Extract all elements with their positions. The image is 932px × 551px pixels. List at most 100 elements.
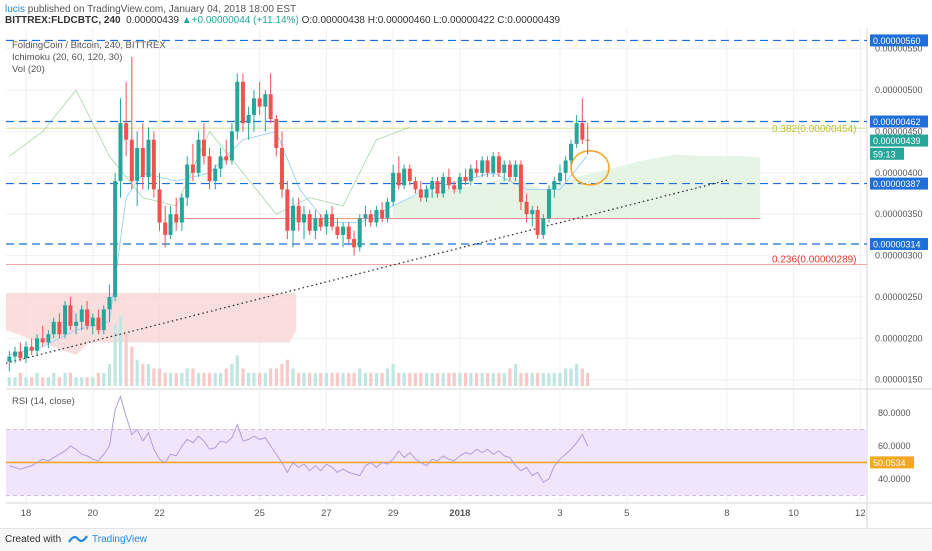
candle-body — [151, 139, 156, 190]
chart-header: lucis published on TradingView.com, Janu… — [0, 0, 932, 28]
candle-body — [452, 185, 457, 190]
volume-bar — [124, 333, 128, 386]
candle-body — [24, 346, 29, 359]
rsi-line — [9, 395, 589, 483]
volume-bar — [168, 372, 173, 386]
time-tick-label: 25 — [254, 508, 265, 519]
level-badge — [870, 238, 928, 250]
volume-bar — [575, 364, 579, 386]
candle-body — [68, 305, 73, 326]
candle-body — [341, 226, 346, 235]
volume-bar — [180, 372, 184, 386]
time-tick-label: 10 — [788, 508, 799, 519]
volume-bar — [552, 372, 556, 386]
candle-body — [240, 81, 245, 124]
volume-bar — [224, 368, 228, 386]
volume-bar — [508, 368, 512, 386]
candle-body — [135, 148, 140, 182]
candle-body — [274, 119, 279, 148]
candle-body — [496, 156, 501, 173]
candle-body — [457, 176, 462, 190]
volume-bars — [7, 316, 590, 386]
volume-bar — [68, 372, 73, 386]
price-tick-label: 0.00000350 — [875, 209, 923, 219]
candle-body — [318, 218, 323, 227]
candle-body — [346, 226, 351, 240]
candle-body — [157, 189, 162, 223]
price-tick-label: 0.00000300 — [875, 251, 923, 261]
volume-bar — [96, 372, 101, 386]
volume-bar — [174, 372, 178, 386]
volume-bar — [347, 372, 351, 386]
volume-bar — [274, 368, 278, 386]
candle-body — [330, 214, 335, 227]
legend-volume[interactable]: Vol (20) — [12, 64, 45, 75]
candle-body — [585, 139, 590, 141]
candle-body — [185, 164, 190, 198]
candle-body — [441, 176, 446, 194]
candle-body — [368, 214, 373, 223]
volume-bar — [525, 372, 529, 386]
volume-bar — [74, 377, 78, 386]
volume-bar — [85, 377, 89, 386]
candle-body — [18, 351, 23, 359]
candle-body — [407, 168, 412, 182]
volume-bar — [330, 372, 334, 386]
horizontal-levels[interactable]: 0.382(0.00000454) 0.236(0.00000289) — [6, 39, 867, 266]
volume-bar — [341, 372, 345, 386]
price-tick-label: 0.00000250 — [875, 292, 923, 302]
candle-body — [79, 309, 84, 322]
candle-body — [563, 160, 568, 173]
candle-body — [96, 317, 101, 331]
volume-bar — [447, 372, 451, 386]
candle-body — [229, 131, 234, 161]
candle-body — [279, 148, 284, 190]
candle-body — [174, 214, 179, 223]
candle-body — [201, 139, 206, 157]
candle-body — [90, 317, 95, 326]
highlight-circle — [570, 150, 610, 186]
volume-bar — [46, 377, 50, 386]
legend-ichimoku[interactable]: Ichimoku (20, 60, 120, 30) — [12, 52, 122, 63]
candle-body — [363, 214, 368, 219]
candle-body — [402, 168, 407, 186]
candle-body — [374, 210, 379, 223]
volume-bar — [374, 372, 379, 386]
volume-bar — [474, 372, 479, 386]
volume-bar — [102, 372, 106, 386]
footer: Created with TradingView — [0, 528, 932, 551]
volume-bar — [213, 372, 217, 386]
time-tick-label: 5 — [624, 508, 629, 519]
volume-bar — [230, 364, 234, 386]
volume-bar — [424, 372, 429, 386]
volume-bar — [191, 368, 195, 386]
volume-bar — [207, 372, 212, 386]
volume-bar — [157, 368, 162, 386]
candle-body — [430, 181, 435, 190]
volume-bar — [586, 372, 590, 386]
price-tick-label: 0.00000400 — [875, 168, 923, 178]
tradingview-brand[interactable]: TradingView — [92, 534, 148, 545]
candle-body — [474, 168, 479, 173]
volume-bar — [324, 372, 328, 386]
ohlc-values: O:0.00000438 H:0.00000460 L:0.00000422 C… — [301, 15, 561, 26]
volume-bar — [41, 377, 45, 386]
legend-rsi[interactable]: RSI (14, close) — [12, 396, 75, 407]
candle-body — [285, 189, 290, 231]
symbol-label: BITTREX:FLDCBTC, 240 — [5, 15, 121, 26]
author-link[interactable]: lucis — [5, 4, 26, 15]
price-chart[interactable]: 0.382(0.00000454) 0.236(0.00000289) 0.000… — [0, 28, 932, 528]
price-badge — [870, 147, 904, 160]
volume-bar — [413, 372, 418, 386]
volume-bar — [335, 372, 339, 386]
volume-bar — [141, 364, 145, 386]
candle-body — [213, 168, 218, 182]
candle-body — [190, 164, 195, 173]
volume-bar — [408, 372, 412, 386]
candle-body — [424, 189, 429, 198]
candle-body — [335, 226, 340, 235]
candle-body — [35, 338, 40, 351]
volume-bar — [280, 364, 284, 386]
candle-body — [246, 114, 251, 124]
level-badge — [870, 177, 928, 190]
